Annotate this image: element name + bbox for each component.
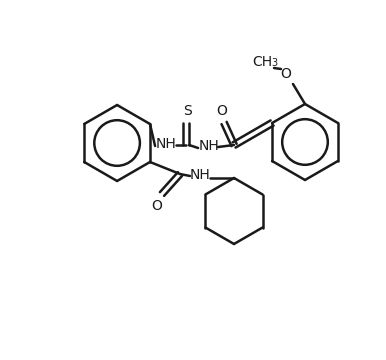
Text: NH: NH bbox=[190, 168, 210, 182]
Text: O: O bbox=[217, 104, 227, 118]
Text: CH: CH bbox=[252, 55, 272, 69]
Text: O: O bbox=[281, 67, 291, 81]
Text: S: S bbox=[183, 104, 191, 118]
Text: O: O bbox=[152, 199, 163, 213]
Text: NH: NH bbox=[199, 139, 220, 153]
Text: NH: NH bbox=[156, 137, 176, 151]
Text: 3: 3 bbox=[271, 58, 277, 68]
